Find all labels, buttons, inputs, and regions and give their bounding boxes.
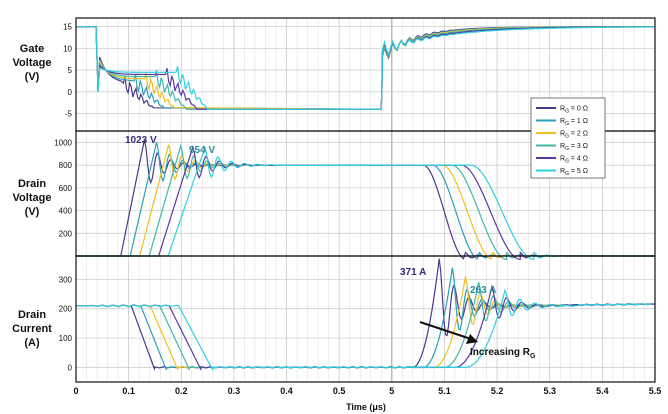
drain-current-series (75, 282, 653, 371)
annotation-371a: 371 A (400, 267, 426, 278)
increasing-arrow-head (466, 334, 478, 344)
draini-ylabel-line1: Drain (18, 309, 46, 321)
legend-entry-label: RG = 2 Ω (560, 131, 588, 140)
x-tick-label: 0.1 (122, 386, 135, 396)
legend-entry-label: RG = 3 Ω (560, 143, 588, 152)
legend-entry-label: RG = 5 Ω (560, 168, 588, 177)
annotation-263a: 263 A (470, 285, 496, 296)
x-tick-label: 0.5 (333, 386, 346, 396)
gate-ylabel-line2: Voltage (13, 57, 52, 69)
x-tick-label: 0.3 (228, 386, 241, 396)
gate-ylabel-line1: Gate (20, 43, 44, 55)
x-tick-label: 5.3 (543, 386, 556, 396)
x-axis-label: Time (μs) (346, 402, 386, 412)
gate-voltage-series (76, 26, 654, 110)
annotation-954v: 954 V (189, 145, 215, 156)
y-tick-label: 5 (68, 66, 73, 75)
x-tick-label: 5.2 (491, 386, 504, 396)
annotation-increasing-rg: Increasing RG (470, 347, 536, 360)
drain-current-series (75, 288, 653, 371)
y-tick-label: 15 (63, 23, 72, 32)
y-tick-label: 10 (63, 44, 72, 53)
series-lines (75, 26, 656, 372)
legend-entry-label: RG = 1 Ω (560, 118, 588, 127)
draini-ylabel-line3: (A) (24, 337, 40, 349)
y-tick-label: 1000 (54, 138, 72, 147)
drainv-ylabel-line2: Voltage (13, 192, 52, 204)
gate-voltage-series (76, 26, 654, 110)
drain-current-series (75, 276, 656, 371)
x-tick-label: 0 (73, 386, 78, 396)
gate-ylabel-line3: (V) (25, 71, 40, 83)
y-tick-label: 600 (59, 184, 73, 193)
drainv-ylabel-line3: (V) (25, 206, 40, 218)
y-tick-label: 300 (59, 275, 73, 284)
x-tick-label: 0.4 (280, 386, 293, 396)
increasing-arrow-line (419, 321, 475, 341)
x-tick-label: 0.2 (175, 386, 188, 396)
legend-entry-label: RG = 4 Ω (560, 156, 588, 165)
x-tick-labels: 0 0.1 0.2 0.3 0.4 0.5 5 5.1 5.2 5.3 5.4 5.5 (73, 386, 661, 396)
y-tick-label: 400 (59, 207, 73, 216)
x-tick-label: 5.1 (438, 386, 451, 396)
x-tick-label: 5.5 (649, 386, 662, 396)
x-tick-label: 5 (389, 386, 394, 396)
increasing-rg-sub: G (530, 353, 536, 360)
legend-entry-label: RG = 0 Ω (560, 106, 588, 115)
y-tick-label: 200 (59, 305, 73, 314)
y-tick-label: 200 (59, 229, 73, 238)
gate-voltage-series (76, 26, 654, 110)
y-tick-label: 0 (68, 88, 73, 97)
gate-voltage-series (76, 26, 654, 110)
y-tick-label: -5 (65, 110, 73, 119)
legend-box (530, 97, 606, 179)
drainv-ylabel-line1: Drain (18, 178, 46, 190)
increasing-rg-text: Increasing R (470, 347, 531, 358)
x-tick-label: 5.4 (596, 386, 609, 396)
annotation-1023v: 1023 V (125, 135, 157, 146)
gate-voltage-series (76, 26, 654, 110)
y-tick-label: 800 (59, 161, 73, 170)
legend: RG = 0 Ω RG = 1 Ω RG = 2 Ω RG = 3 Ω RG = 4 Ω… (530, 97, 606, 179)
y-tick-label: 0 (68, 363, 73, 372)
gate-voltage-series (76, 26, 654, 110)
panel-frames (75, 17, 656, 383)
y-tick-label: 100 (59, 334, 73, 343)
draini-ylabel-line2: Current (12, 323, 52, 335)
drain-current-series (75, 284, 656, 372)
panel-frame (75, 255, 656, 383)
drain-current-series (75, 267, 653, 371)
